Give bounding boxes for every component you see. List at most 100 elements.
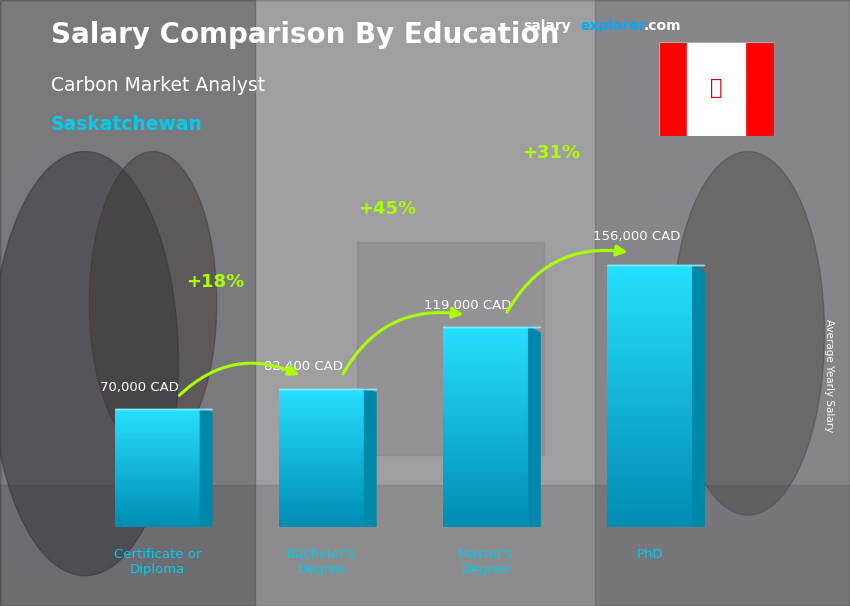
Bar <box>444 447 529 452</box>
Polygon shape <box>693 265 705 527</box>
Bar <box>0 0 255 606</box>
Bar <box>279 510 365 513</box>
Text: PhD: PhD <box>637 548 663 561</box>
Text: 🍁: 🍁 <box>710 78 722 98</box>
Bar <box>608 344 693 350</box>
Bar <box>279 479 365 482</box>
Bar <box>444 337 529 342</box>
Text: Average Yearly Salary: Average Yearly Salary <box>824 319 834 432</box>
Bar <box>279 507 365 510</box>
Ellipse shape <box>672 152 824 515</box>
Bar <box>115 412 201 415</box>
Bar <box>608 481 693 488</box>
Bar <box>608 402 693 409</box>
Text: Bachelor's
Degree: Bachelor's Degree <box>287 548 356 576</box>
Bar <box>115 451 201 453</box>
Bar <box>115 495 201 498</box>
Bar <box>279 423 365 427</box>
Bar <box>115 483 201 486</box>
Bar <box>279 392 365 396</box>
Bar <box>115 477 201 480</box>
Bar <box>608 448 693 455</box>
Polygon shape <box>529 327 540 527</box>
Bar <box>608 298 693 304</box>
Bar <box>115 510 201 513</box>
Bar <box>279 441 365 444</box>
Bar <box>115 415 201 418</box>
Text: +18%: +18% <box>186 273 244 291</box>
Bar <box>608 435 693 442</box>
Bar <box>444 327 529 332</box>
Bar <box>608 376 693 383</box>
Bar <box>444 472 529 477</box>
Bar <box>608 350 693 356</box>
Bar <box>444 487 529 492</box>
Bar <box>115 433 201 436</box>
Ellipse shape <box>89 152 217 454</box>
Bar <box>608 422 693 429</box>
Bar <box>444 467 529 472</box>
Bar <box>745 42 774 136</box>
Bar <box>608 442 693 448</box>
Bar <box>608 389 693 396</box>
Bar <box>279 458 365 461</box>
Bar <box>279 416 365 420</box>
Bar <box>115 442 201 445</box>
Bar <box>279 471 365 475</box>
Bar <box>444 347 529 352</box>
Bar <box>608 468 693 474</box>
Text: +31%: +31% <box>523 144 581 162</box>
Bar <box>608 330 693 337</box>
Bar <box>279 493 365 496</box>
Bar <box>115 418 201 421</box>
Bar <box>444 377 529 382</box>
Text: 82,400 CAD: 82,400 CAD <box>264 361 343 373</box>
Bar <box>444 482 529 487</box>
FancyArrowPatch shape <box>343 308 460 374</box>
Bar <box>115 480 201 483</box>
Bar <box>279 430 365 434</box>
Bar <box>279 499 365 503</box>
Bar <box>357 242 544 454</box>
Text: 70,000 CAD: 70,000 CAD <box>100 381 179 395</box>
Bar <box>115 448 201 451</box>
Bar <box>279 482 365 485</box>
Bar <box>279 489 365 493</box>
Text: 156,000 CAD: 156,000 CAD <box>592 230 680 244</box>
Bar <box>279 406 365 409</box>
Text: Master's
Degree: Master's Degree <box>458 548 514 576</box>
Bar <box>115 518 201 521</box>
Bar <box>444 502 529 507</box>
Text: Salary Comparison By Education: Salary Comparison By Education <box>51 21 559 49</box>
Bar <box>444 462 529 467</box>
Bar <box>444 457 529 462</box>
Bar <box>115 489 201 492</box>
Bar <box>608 521 693 527</box>
Bar <box>279 496 365 499</box>
Bar <box>608 370 693 376</box>
Bar <box>115 453 201 456</box>
Bar <box>608 310 693 317</box>
Bar <box>595 0 850 606</box>
Bar <box>279 465 365 468</box>
Bar <box>444 497 529 502</box>
Bar <box>444 382 529 387</box>
Bar <box>115 471 201 474</box>
Bar <box>279 437 365 441</box>
Bar <box>608 265 693 271</box>
Bar <box>279 413 365 416</box>
Bar <box>115 445 201 448</box>
Bar <box>115 513 201 516</box>
Bar <box>115 430 201 433</box>
Bar <box>279 444 365 447</box>
Bar <box>115 521 201 524</box>
Bar <box>608 396 693 402</box>
Bar <box>115 421 201 424</box>
Bar <box>688 42 745 136</box>
Bar <box>279 475 365 479</box>
Bar <box>115 507 201 510</box>
Bar <box>279 388 365 392</box>
Bar <box>279 513 365 517</box>
Bar <box>444 522 529 527</box>
Bar <box>444 407 529 412</box>
